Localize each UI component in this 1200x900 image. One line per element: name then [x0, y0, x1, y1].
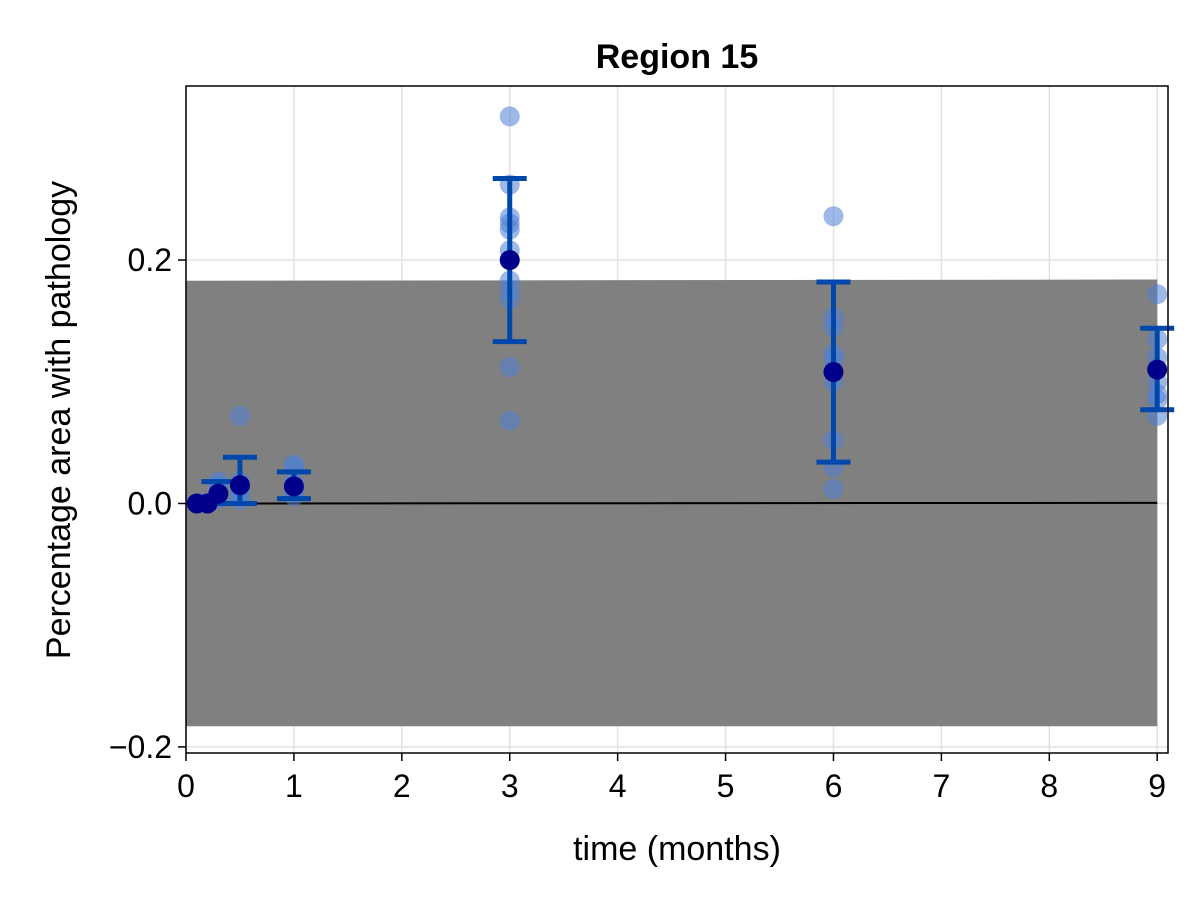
plot-frame [185, 85, 1169, 754]
model-line-layer [185, 501, 1158, 505]
observation-point [229, 405, 250, 426]
x-tick-label: 3 [501, 768, 519, 804]
observation-point [823, 478, 844, 499]
x-tick-label: 7 [932, 768, 950, 804]
mean-point [499, 250, 520, 271]
x-tick-label: 9 [1148, 768, 1166, 804]
mean-points [186, 250, 1168, 514]
observation-point [499, 357, 520, 378]
observation-point [499, 410, 520, 431]
x-tick-label: 8 [1040, 768, 1058, 804]
chart-title: Region 15 [596, 38, 758, 76]
mean-point [823, 362, 844, 383]
y-tick-label: −0.2 [109, 729, 172, 765]
x-tick-label: 5 [717, 768, 735, 804]
observation-point [499, 106, 520, 127]
x-tick-label: 4 [609, 768, 627, 804]
mean-point [208, 483, 229, 504]
x-tick-label: 0 [177, 768, 195, 804]
x-tick-label: 2 [393, 768, 411, 804]
mean-point [1147, 359, 1168, 380]
axis-ticks: 0 1 2 3 4 5 6 7 8 9 −0.2 0.0 0.2 [109, 242, 1166, 804]
x-axis-label: time (months) [573, 830, 781, 868]
mean-point [229, 475, 250, 496]
observation-point [823, 206, 844, 227]
x-tick-label: 1 [285, 768, 303, 804]
x-tick-label: 6 [825, 768, 843, 804]
mean-point [283, 476, 304, 497]
model-line [185, 501, 1158, 505]
y-axis-label: Percentage area with pathology [40, 181, 78, 659]
y-tick-label: 0.2 [128, 242, 172, 278]
y-tick-label: 0.0 [128, 485, 172, 521]
observation-point [1147, 284, 1168, 305]
